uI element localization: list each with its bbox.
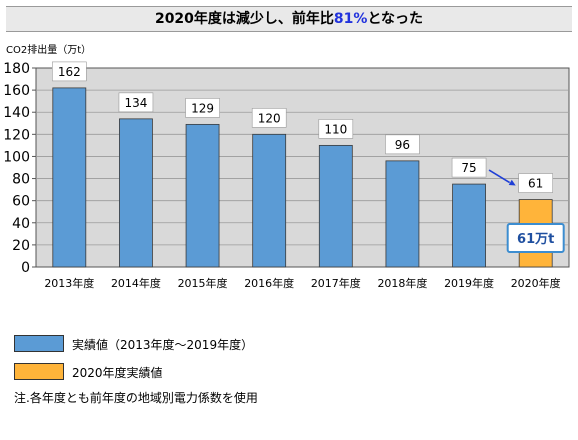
bar [385, 160, 420, 268]
y-tick-label: 80 [12, 172, 30, 188]
y-tick-label: 160 [3, 83, 30, 99]
x-tick-label: 2013年度 [44, 276, 94, 290]
title-prefix: 2020年度は減少し、前年比 [154, 11, 334, 27]
title-highlight: 81% [333, 11, 368, 27]
footnote: 注.各年度とも前年度の地域別電力係数を使用 [14, 391, 258, 405]
y-tick-label: 180 [3, 61, 30, 77]
x-tick-label: 2014年度 [111, 276, 161, 290]
legend-swatch-actual [14, 335, 64, 352]
data-label-box [118, 92, 154, 113]
legend-label-actual: 実績値（2013年度～2019年度） [72, 338, 254, 352]
legend-label-2020: 2020年度実績値 [72, 366, 163, 380]
data-label-box [385, 134, 420, 155]
y-tick-label: 120 [3, 127, 30, 143]
data-label: 96 [395, 138, 410, 152]
callout-label: 61万t [517, 232, 554, 247]
x-tick-label: 2020年度 [511, 276, 561, 290]
bar-chart: 0 20 40 60 80 100 120 140 160 180 162 2013年度 134 2014… [3, 61, 570, 290]
y-tick-label: 100 [3, 149, 30, 165]
trend-arrow-line [488, 169, 511, 184]
bar [52, 87, 87, 268]
legend-swatch-2020 [14, 363, 64, 380]
data-label: 162 [58, 65, 81, 79]
y-tick-label: 140 [3, 105, 30, 121]
x-tick-label: 2017年度 [311, 276, 361, 290]
plot-area [35, 67, 570, 268]
data-label: 129 [191, 101, 214, 115]
bar [185, 123, 220, 268]
data-label-box [518, 173, 553, 193]
data-label-box [451, 157, 487, 178]
x-tick-label: 2015年度 [178, 276, 228, 290]
y-tick-label: 0 [21, 260, 30, 276]
callout-box [506, 223, 565, 253]
title-suffix: となった [367, 11, 424, 27]
data-label: 110 [324, 122, 347, 136]
bar [318, 144, 353, 268]
chart-title: 2020年度は減少し、前年比81%となった [6, 6, 572, 32]
bar [252, 133, 287, 268]
y-tick-label: 40 [12, 216, 30, 232]
x-tick-label: 2019年度 [444, 276, 494, 290]
x-tick-label: 2016年度 [244, 276, 294, 290]
bar [452, 183, 486, 268]
bar [119, 118, 153, 268]
y-tick-label: 60 [12, 194, 30, 210]
data-label-box [251, 108, 287, 128]
data-label-box [185, 98, 220, 118]
data-label-box [52, 61, 87, 82]
y-axis-unit-label: CO2排出量（万t） [6, 45, 92, 56]
x-tick-label: 2018年度 [377, 276, 427, 290]
data-label: 134 [124, 96, 147, 110]
y-tick-label: 20 [12, 238, 30, 254]
data-label-box [318, 119, 354, 139]
trend-arrow-head [508, 179, 516, 186]
data-label: 75 [461, 161, 476, 175]
data-label: 61 [528, 177, 543, 191]
data-label: 120 [258, 111, 281, 125]
